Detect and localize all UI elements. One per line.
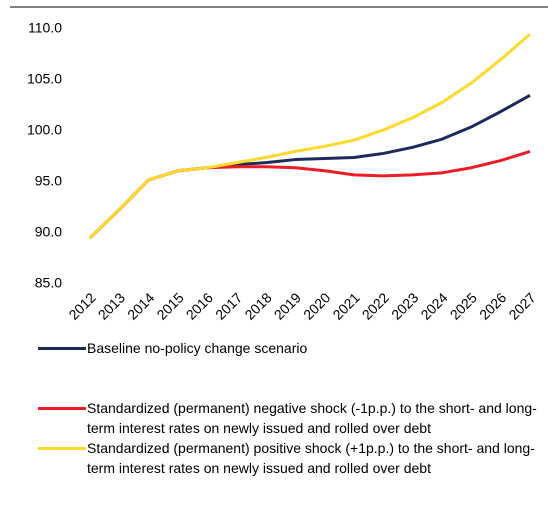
x-tick-label: 2012 [65,289,98,322]
legend-swatch [38,347,86,350]
x-tick-label: 2015 [153,289,186,322]
x-tick-label: 2026 [476,289,509,322]
y-tick-label: 95.0 [35,173,62,189]
legend-label: Standardized (permanent) positive shock … [87,440,535,476]
x-tick-label: 2022 [359,289,392,322]
legend-label: Baseline no-policy change scenario [87,340,308,356]
series-line [88,93,531,240]
legend: Baseline no-policy change scenario Standa… [0,338,548,478]
y-tick-label: 100.0 [27,122,62,138]
series-line [88,149,531,240]
x-tick-label: 2016 [183,289,216,322]
x-tick-label: 2020 [300,289,333,322]
x-tick-label: 2019 [271,289,304,322]
legend-item: Baseline no-policy change scenario [0,338,542,358]
legend-item: Standardized (permanent) positive shock … [0,438,542,478]
x-tick-label: 2021 [329,289,362,322]
x-tick-label: 2027 [505,289,538,322]
legend-swatch [38,447,86,450]
x-tick-label: 2023 [388,289,421,322]
legend-label: Standardized (permanent) negative shock … [87,400,537,436]
series-line [88,32,531,240]
x-tick-label: 2017 [212,289,245,322]
legend-swatch [38,407,86,410]
x-tick-label: 2024 [417,289,450,322]
y-tick-label: 85.0 [35,275,62,291]
y-tick-label: 90.0 [35,224,62,240]
x-tick-label: 2013 [95,289,128,322]
x-tick-label: 2014 [124,289,157,322]
y-tick-label: 105.0 [27,71,62,87]
x-tick-label: 2025 [447,289,480,322]
y-tick-label: 110.0 [28,20,62,36]
legend-item: Standardized (permanent) negative shock … [0,398,542,438]
chart: 85.090.095.0100.0105.0110.02012201320142… [10,6,548,323]
x-tick-label: 2018 [241,289,274,322]
